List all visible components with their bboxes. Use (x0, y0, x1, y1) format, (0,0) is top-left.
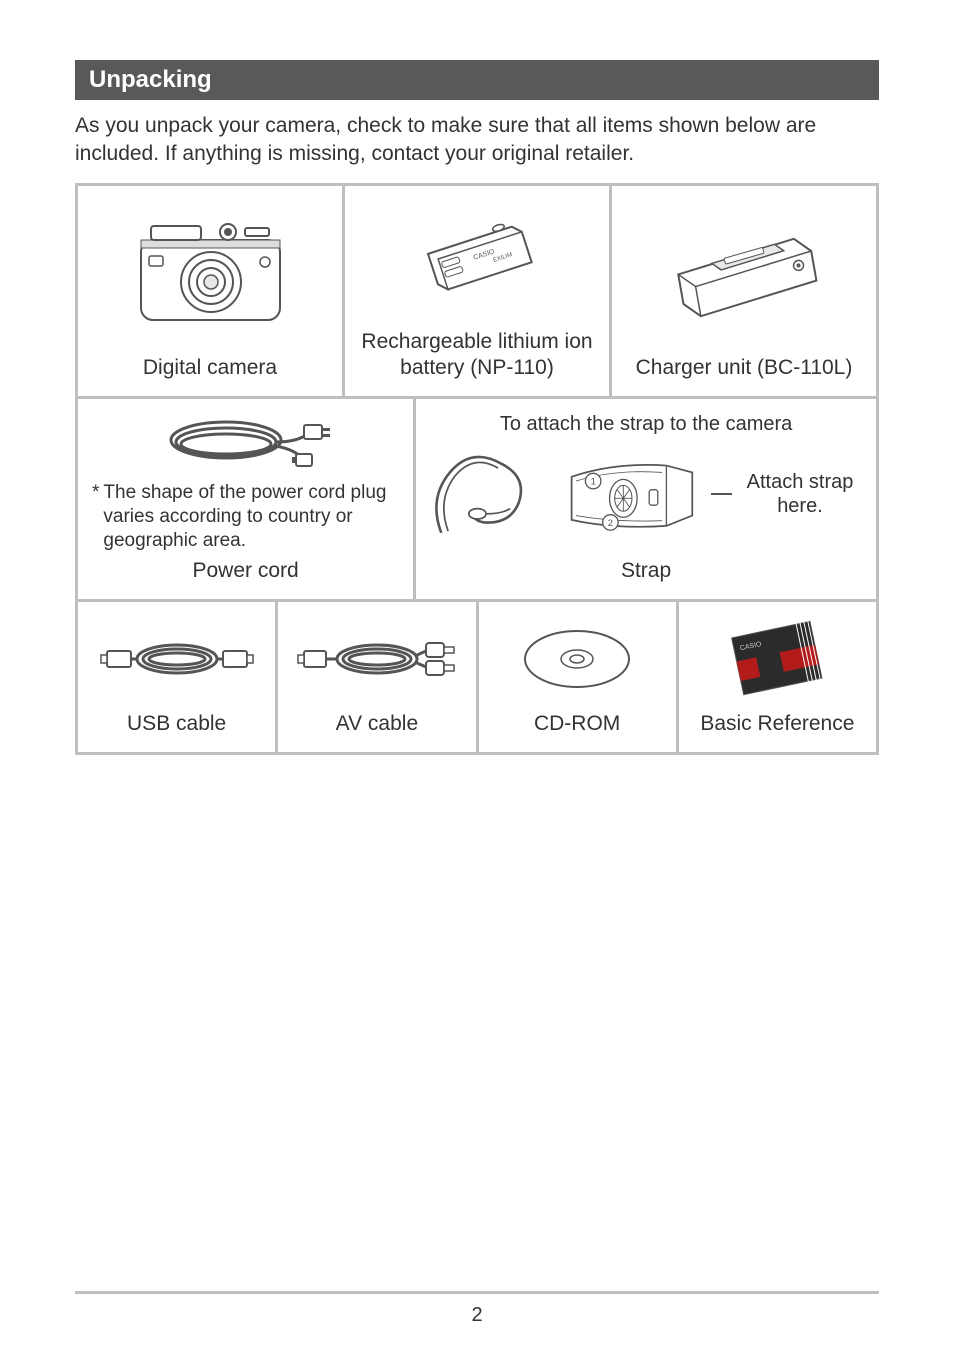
grid-row: * The shape of the power cord plug varie… (78, 396, 876, 599)
cdrom-label: CD-ROM (534, 711, 620, 737)
battery-icon: CASIO EXILIM (402, 209, 552, 309)
section-heading: Unpacking (75, 60, 879, 100)
charger-illustration (620, 196, 868, 350)
charger-label: Charger unit (BC-110L) (636, 355, 853, 381)
usb-illustration (86, 612, 267, 706)
cell-powercord: * The shape of the power cord plug varie… (78, 399, 413, 599)
powercord-note: * The shape of the power cord plug varie… (86, 481, 405, 552)
svg-text:1: 1 (591, 477, 596, 488)
strap-loop-icon (424, 439, 553, 549)
grid-row: Digital camera CASIO EXILIM Rechargeable (78, 186, 876, 396)
basicref-illustration: CASIO (687, 612, 868, 706)
cell-battery: CASIO EXILIM Rechargeable lithium ion ba… (342, 186, 609, 396)
items-grid: Digital camera CASIO EXILIM Rechargeable (75, 183, 879, 755)
svg-text:2: 2 (608, 518, 613, 529)
charger-icon (659, 223, 829, 323)
basicref-label: Basic Reference (700, 711, 854, 737)
powercord-label: Power cord (192, 558, 298, 584)
cell-av: AV cable (275, 602, 475, 752)
av-cable-icon (292, 629, 462, 689)
battery-label: Rechargeable lithium ion battery (NP-110… (353, 329, 601, 382)
camera-corner-icon: 1 2 (563, 439, 701, 549)
strap-instruction: To attach the strap to the camera (424, 409, 868, 436)
intro-text: As you unpack your camera, check to make… (75, 112, 879, 169)
callout-line (711, 493, 732, 495)
battery-illustration: CASIO EXILIM (353, 196, 601, 324)
cdrom-illustration (487, 612, 668, 706)
powercord-icon (146, 410, 346, 480)
basicref-icon: CASIO (717, 619, 837, 699)
usb-cable-icon (97, 629, 257, 689)
cell-charger: Charger unit (BC-110L) (609, 186, 876, 396)
av-illustration (286, 612, 467, 706)
av-label: AV cable (336, 711, 419, 737)
camera-illustration (86, 196, 334, 350)
cell-strap: To attach the strap to the camera 1 (413, 399, 876, 599)
strap-illustration: 1 2 Attach strap here. (424, 436, 868, 553)
cdrom-icon (517, 624, 637, 694)
page-number: 2 (471, 1304, 482, 1326)
cell-camera: Digital camera (78, 186, 342, 396)
cell-basicref: CASIO Basic Reference (676, 602, 876, 752)
strap-callout: Attach strap here. (732, 470, 868, 518)
grid-row: USB cable AV cable (78, 599, 876, 752)
camera-label: Digital camera (143, 355, 277, 381)
usb-label: USB cable (127, 711, 226, 737)
cell-cdrom: CD-ROM (476, 602, 676, 752)
cell-usb: USB cable (78, 602, 275, 752)
powercord-note-text: The shape of the power cord plug varies … (103, 481, 399, 552)
powercord-illustration (86, 409, 405, 482)
strap-label: Strap (424, 558, 868, 584)
asterisk: * (92, 481, 103, 552)
page-footer: 2 (75, 1291, 879, 1327)
camera-icon (133, 218, 288, 328)
